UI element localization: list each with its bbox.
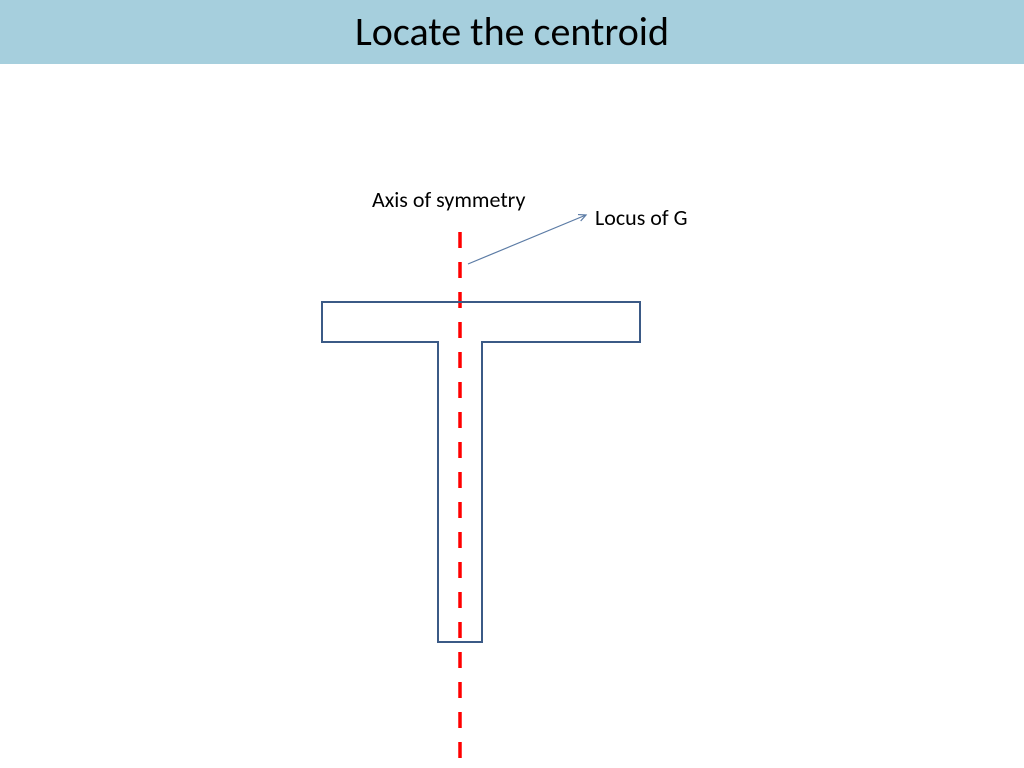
page-title: Locate the centroid: [0, 0, 1024, 64]
diagram-svg: [0, 64, 1024, 768]
locus-of-g-label: Locus of G: [595, 204, 687, 231]
axis-of-symmetry-label: Axis of symmetry: [372, 186, 525, 213]
t-shape-flange: [322, 302, 640, 342]
title-bar: Locate the centroid: [0, 0, 1024, 64]
locus-arrow-line: [468, 215, 586, 264]
